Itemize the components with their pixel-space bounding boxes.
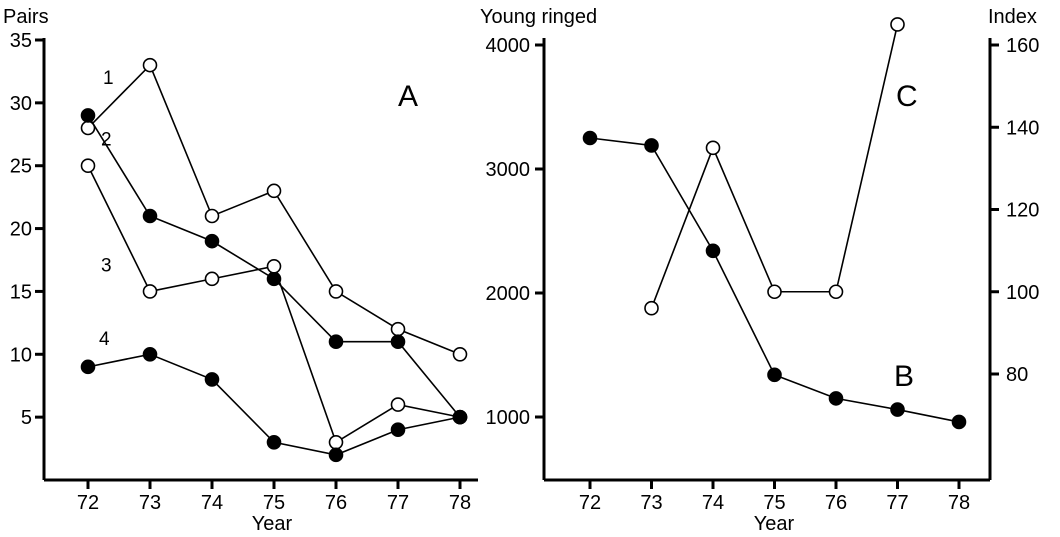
panel-a-series-4-point [452, 409, 468, 425]
panel-a-series-label: 3 [101, 256, 112, 277]
panel-bc-x-tick-label: 73 [640, 492, 662, 514]
panel-b-series-point [767, 367, 782, 383]
panel-a-series-4-point [204, 372, 220, 387]
panel-a-series-2-point [142, 208, 158, 224]
panel-a-series-label: 4 [99, 329, 110, 350]
panel-c-series-point [644, 300, 659, 316]
panel-a-series-1-point [452, 346, 468, 362]
panel-c-series-line [650, 24, 899, 309]
panel-a-series-4-point [80, 359, 96, 375]
panel-a-y-tick-label: 30 [10, 93, 32, 115]
panel-b-y-axis-label: Young ringed [480, 6, 597, 28]
panel-a-y-tick-label: 5 [21, 407, 32, 429]
panel-b-y-tick-label: 3000 [486, 159, 531, 181]
panel-bc-chart: Young ringed Index Year C B 72 73 74 75 76 77… [480, 6, 1039, 535]
panel-a-chart: Pairs Year A 72 73 74 75 76 77 78 5 10 15 20 25 30 35… [3, 6, 478, 535]
panel-bc-x-axis-label: Year [754, 513, 795, 535]
panel-a-series-3-point [142, 284, 158, 299]
panel-c-y-axis-label: Index [988, 6, 1037, 28]
panel-a-series-2-point [328, 334, 344, 350]
panel-a-y-tick-label: 35 [10, 30, 32, 52]
panel-c-y-tick-label: 160 [1006, 35, 1039, 57]
panel-a-series-4-point [390, 422, 406, 438]
panel-a-y-tick-label: 10 [10, 344, 32, 366]
panel-a-label: A [398, 80, 418, 113]
panel-a-series-4-point [266, 434, 282, 450]
panel-b-y-tick-label: 4000 [486, 35, 531, 57]
panel-a-series-1-point [266, 183, 282, 199]
panel-a-series-3-point [204, 271, 220, 287]
panel-a-series-1-point [142, 57, 158, 73]
panel-a-x-tick-label: 75 [263, 492, 285, 514]
panel-a-x-tick-label: 76 [325, 492, 347, 514]
panel-c-y-tick-label: 120 [1006, 200, 1039, 222]
panel-a-series-2-point [390, 334, 406, 350]
panel-a-series-1-point [328, 284, 344, 299]
panel-c-series-point [705, 140, 721, 156]
panel-bc-x-tick-label: 74 [702, 492, 724, 514]
panel-a-x-tick-label: 73 [139, 492, 161, 514]
panel-b-y-tick-label: 1000 [486, 407, 531, 429]
panel-c-y-tick-label: 80 [1006, 364, 1028, 386]
panel-c-series-point [890, 17, 905, 32]
panel-a-x-tick-label: 72 [77, 492, 99, 514]
panel-a-y-tick-label: 25 [10, 156, 32, 178]
panel-b-series-point [890, 402, 905, 417]
panel-bc-x-tick-label: 77 [886, 492, 908, 514]
panel-c-series-point [828, 284, 844, 300]
panel-a-series-1-point [390, 321, 406, 337]
panel-a-x-tick-label: 77 [387, 492, 409, 514]
panel-c-y-tick-label: 100 [1006, 282, 1039, 304]
panel-a-series-4-point [328, 447, 344, 463]
panel-bc-x-tick-label: 75 [763, 492, 785, 514]
panel-a-series-3-point [80, 158, 96, 174]
panel-a-series-label: 2 [101, 129, 112, 150]
panel-c-series-point [767, 284, 782, 300]
panel-b-series-point [705, 243, 721, 259]
panel-a-x-axis-label: Year [252, 513, 293, 535]
panel-b-series-point [582, 130, 598, 146]
panel-a-series-3-point [266, 258, 282, 274]
panel-a-series-3-point [390, 397, 406, 412]
panel-bc-x-tick-label: 72 [579, 492, 601, 514]
panel-bc-x-tick-label: 78 [948, 492, 970, 514]
panel-b-series-point [951, 414, 967, 430]
panel-a-y-axis-label: Pairs [3, 6, 49, 28]
panel-a-y-tick-label: 20 [10, 219, 32, 241]
panel-a-y-tick-label: 15 [10, 281, 32, 303]
panel-a-series-label: 1 [103, 68, 114, 89]
panel-bc-x-tick-label: 76 [825, 492, 847, 514]
panel-a-series-2-point [204, 233, 220, 249]
panel-b-series-point [644, 138, 659, 153]
panel-a-x-tick-label: 74 [201, 492, 223, 514]
panel-c-label: C [896, 80, 918, 113]
panel-a-series-4-point [142, 346, 158, 362]
panel-b-series-point [828, 391, 844, 406]
panel-b-label: B [894, 360, 914, 393]
panel-b-y-tick-label: 2000 [486, 283, 531, 305]
panel-a-x-tick-label: 78 [449, 492, 471, 514]
panel-a-series-1-point [204, 208, 220, 224]
panel-a-series-3-point [328, 434, 344, 450]
panel-c-y-tick-label: 140 [1006, 117, 1039, 139]
panel-a-series-2-point [80, 108, 96, 123]
